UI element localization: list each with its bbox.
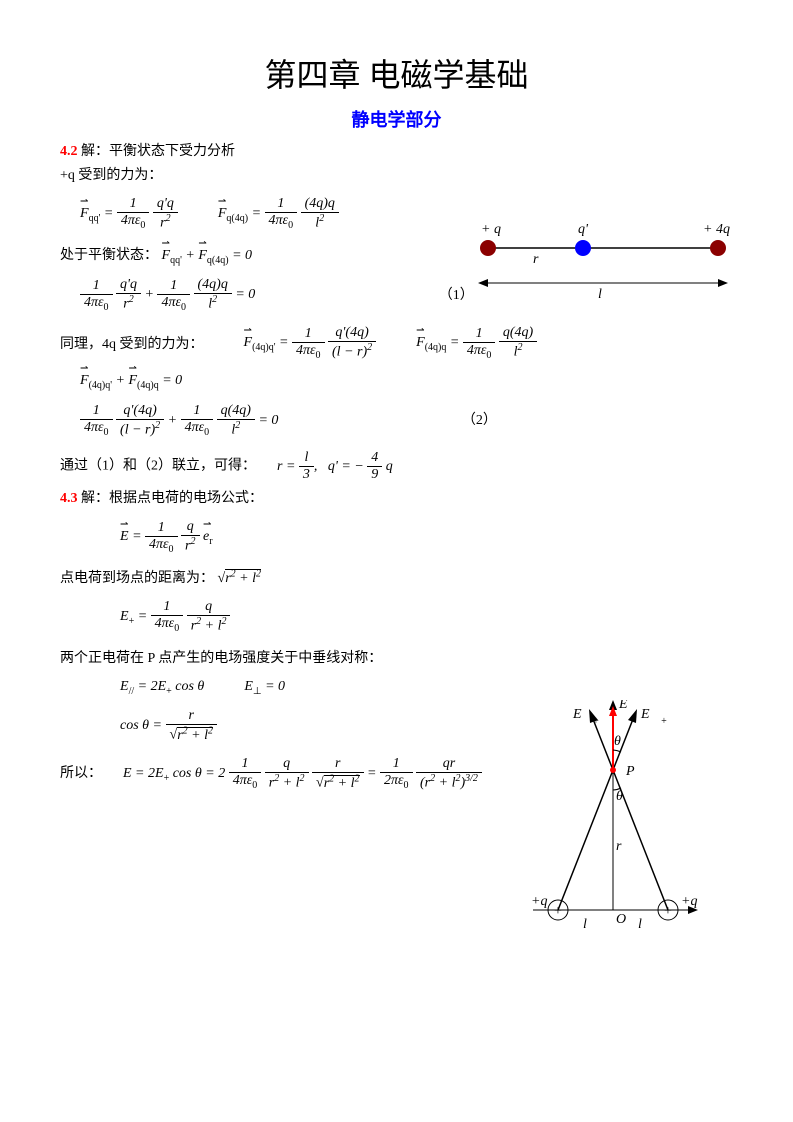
formula-4-2-eq2: 14πε0 q'(4q)(l − r)2 + 14πε0 q(4q)l2 = 0… (80, 403, 733, 439)
svg-text:θ: θ (616, 789, 623, 804)
problem-4-3-distance: 点电荷到场点的距离为： √r2 + l2 (60, 567, 733, 587)
svg-text:+: + (664, 904, 672, 919)
svg-text:+q: +q (531, 894, 547, 909)
formula-4-2-4q-equilibrium: F(4q)q' + F(4q)q = 0 (80, 373, 733, 391)
svg-text:P: P (625, 764, 635, 779)
problem-4-2-line1: +q 受到的力为： (60, 164, 733, 184)
svg-text:l: l (638, 917, 642, 932)
formula-4-3-eplus: E+ = 14πε0 qr2 + l2 (120, 599, 733, 635)
label-r: r (533, 252, 539, 267)
problem-number-4-3: 4.3 (60, 491, 78, 506)
svg-text:+: + (554, 904, 562, 919)
chapter-title: 第四章 电磁学基础 (60, 50, 733, 96)
svg-text:E⃗: E⃗ (618, 700, 638, 712)
svg-text:l: l (583, 917, 587, 932)
label-q-prime: q' (578, 222, 589, 237)
problem-4-3-header: 4.3 解：根据点电荷的电场公式： (60, 487, 733, 507)
label-plus-4q: + 4q (703, 222, 730, 237)
diagram-two-charges-field: + + E⃗ E⃗+ E⃗+ P θ θ r +q +q O l l (513, 700, 713, 940)
svg-text:+q: +q (681, 894, 697, 909)
formula-4-3-components: E// = 2E+ cos θ E⊥ = 0 (120, 679, 733, 697)
problem-4-2-intro: 解：平衡状态下受力分析 (81, 144, 235, 159)
eq-label-2: （2） (462, 413, 497, 428)
problem-4-3-symmetry: 两个正电荷在 P 点产生的电场强度关于中垂线对称： (60, 647, 733, 667)
problem-4-2-forces-on-4q: 同理，4q 受到的力为： F(4q)q' = 14πε0 q'(4q)(l − … (60, 325, 733, 361)
label-l: l (598, 287, 602, 302)
problem-4-3-intro: 解：根据点电荷的电场公式： (81, 491, 263, 506)
section-subtitle: 静电学部分 (60, 106, 733, 132)
diagram-three-charges: + q q' + 4q r l (473, 218, 733, 308)
svg-text:θ: θ (614, 734, 621, 749)
problem-4-2-result: 通过（1）和（2）联立，可得： r = l3, q' = − 49 q (60, 450, 733, 483)
formula-4-3-field: E = 14πε0 qr2 er (120, 519, 733, 555)
problem-number-4-2: 4.2 (60, 144, 78, 159)
eq-label-1: （1） (439, 288, 474, 303)
svg-text:r: r (616, 839, 622, 854)
svg-text:E⃗+: E⃗+ (640, 707, 667, 727)
svg-text:E⃗+: E⃗+ (572, 707, 599, 727)
problem-4-2-header: 4.2 解：平衡状态下受力分析 (60, 140, 733, 160)
svg-text:O: O (616, 912, 626, 927)
label-plus-q: + q (481, 222, 501, 237)
